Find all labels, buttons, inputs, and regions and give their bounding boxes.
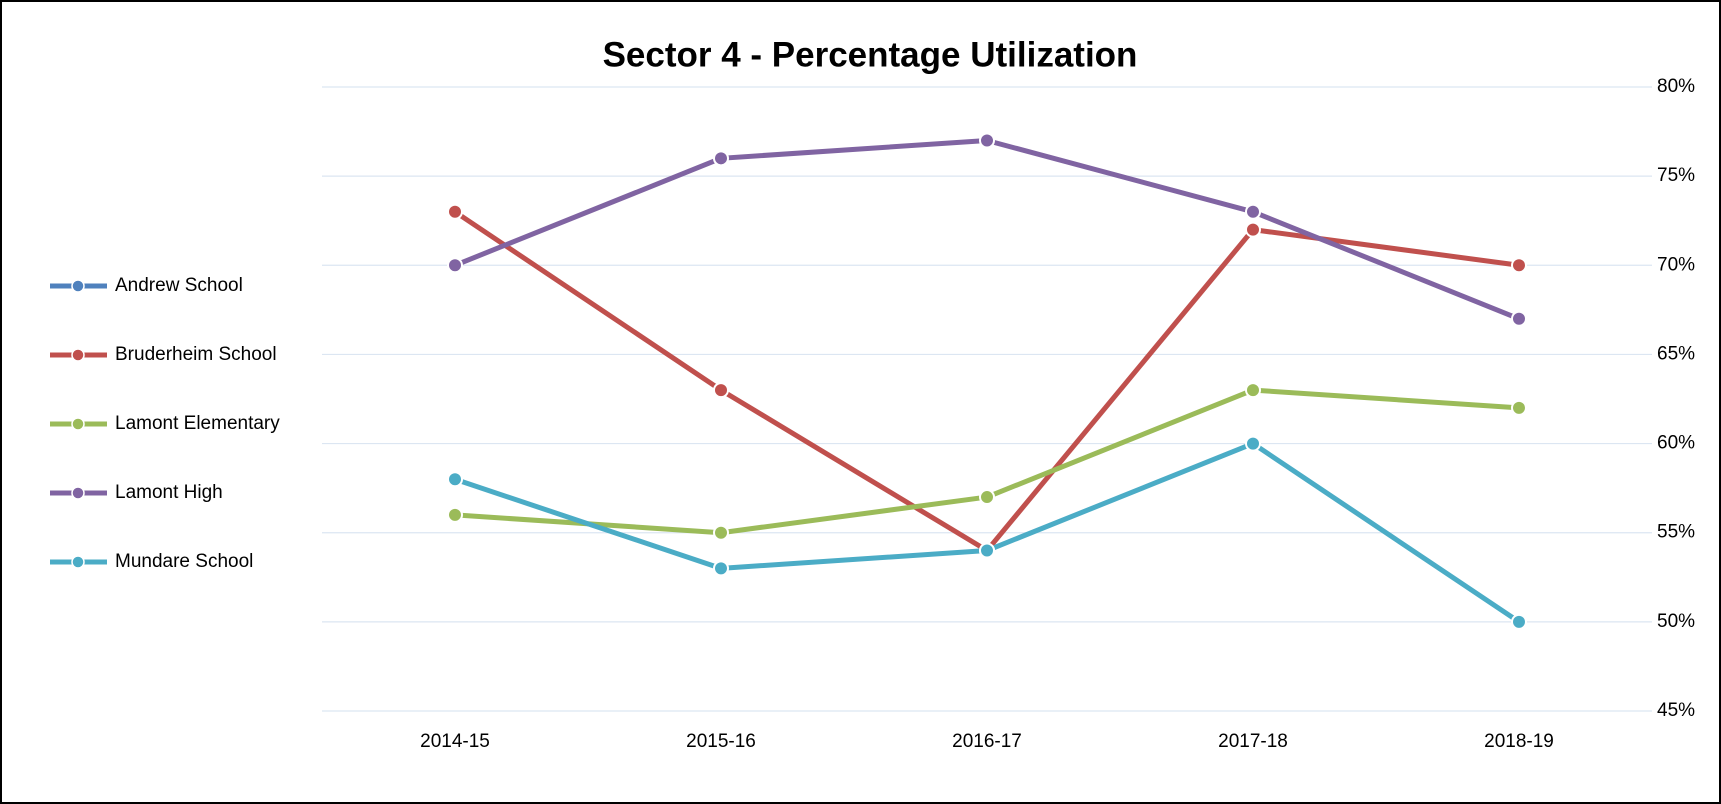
legend-marker bbox=[71, 555, 85, 569]
point bbox=[979, 489, 995, 506]
point bbox=[1511, 257, 1527, 274]
y-tick-label: 65% bbox=[1657, 343, 1695, 364]
point bbox=[1511, 310, 1527, 327]
point bbox=[979, 132, 995, 149]
x-tick-label: 2017-18 bbox=[1218, 731, 1288, 752]
point bbox=[1245, 221, 1261, 238]
point bbox=[447, 203, 463, 220]
point bbox=[713, 560, 729, 577]
chart-title: Sector 4 - Percentage Utilization bbox=[603, 35, 1138, 74]
x-tick-label: 2018-19 bbox=[1484, 731, 1554, 752]
legend-marker bbox=[71, 348, 85, 362]
point bbox=[713, 150, 729, 167]
point bbox=[447, 257, 463, 274]
legend-label: Bruderheim School bbox=[115, 344, 277, 365]
y-tick-label: 60% bbox=[1657, 433, 1695, 454]
legend-marker bbox=[71, 279, 85, 293]
point bbox=[979, 542, 995, 559]
legend-marker bbox=[71, 417, 85, 431]
point bbox=[1245, 203, 1261, 220]
y-tick-label: 75% bbox=[1657, 165, 1695, 186]
y-tick-label: 70% bbox=[1657, 254, 1695, 275]
legend-label: Lamont Elementary bbox=[115, 413, 280, 434]
legend-marker bbox=[71, 486, 85, 500]
legend-label: Andrew School bbox=[115, 275, 243, 296]
point bbox=[447, 471, 463, 488]
y-tick-label: 50% bbox=[1657, 611, 1695, 632]
point bbox=[1245, 382, 1261, 399]
x-tick-label: 2016-17 bbox=[952, 731, 1022, 752]
x-tick-label: 2015-16 bbox=[686, 731, 756, 752]
point bbox=[713, 382, 729, 399]
y-tick-label: 55% bbox=[1657, 522, 1695, 543]
point bbox=[1245, 435, 1261, 452]
y-tick-label: 45% bbox=[1657, 700, 1695, 721]
point bbox=[1511, 613, 1527, 630]
legend-label: Lamont High bbox=[115, 482, 223, 503]
x-tick-label: 2014-15 bbox=[420, 731, 490, 752]
point bbox=[1511, 399, 1527, 416]
y-tick-label: 80% bbox=[1657, 76, 1695, 97]
legend-label: Mundare School bbox=[115, 551, 253, 572]
point bbox=[713, 524, 729, 541]
point bbox=[447, 506, 463, 523]
